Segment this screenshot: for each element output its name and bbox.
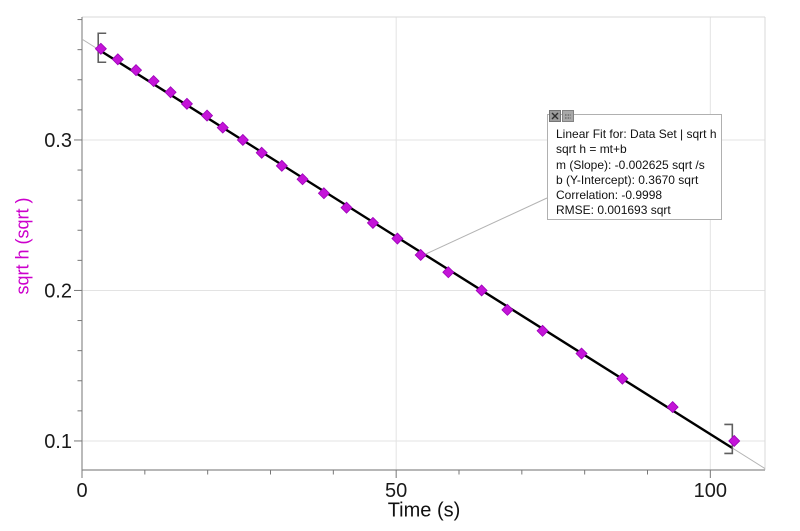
data-point[interactable] [236,133,249,147]
data-point[interactable] [616,372,629,385]
linear-fit-box[interactable]: Linear Fit for: Data Set | sqrt h sqrt h… [547,110,722,220]
data-point[interactable] [442,266,455,279]
y-tick-label: 0.2 [44,280,72,302]
data-point[interactable] [94,42,107,55]
data-point[interactable] [275,159,288,172]
data-point[interactable] [111,53,124,66]
data-point[interactable] [164,86,177,99]
data-point[interactable] [501,303,514,316]
data-point[interactable] [366,216,379,229]
data-point[interactable] [317,187,330,200]
data-point[interactable] [728,434,741,448]
fit-equation: sqrt h = mt+b [556,142,627,157]
data-point[interactable] [391,232,404,245]
data-point[interactable] [414,248,427,262]
x-tick-label: 0 [76,480,87,502]
y-axis-label[interactable]: sqrt h (sqrt ) [12,197,33,295]
fit-slope: m (Slope): -0.002625 sqrt /s [556,157,705,172]
fit-title: Linear Fit for: Data Set | sqrt h [556,127,717,141]
data-point[interactable] [255,146,268,159]
data-point[interactable] [575,347,588,360]
x-tick-label: 100 [694,480,727,502]
fit-correlation: Correlation: -0.9998 [556,188,663,203]
fit-rmse: RMSE: 0.001693 sqrt [556,203,671,218]
data-point[interactable] [666,401,679,414]
x-axis-label[interactable]: Time (s) [387,499,461,522]
fit-line[interactable] [99,49,733,450]
fit-intercept: b (Y-Intercept): 0.3670 sqrt [556,172,699,187]
y-tick-label: 0.3 [44,130,72,152]
data-point[interactable] [129,64,143,77]
fit-box-controls [549,110,574,122]
close-icon[interactable] [549,110,561,122]
data-point[interactable] [340,201,353,214]
data-point[interactable] [180,97,193,110]
data-point[interactable] [200,109,214,122]
data-point[interactable] [296,173,309,186]
data-point[interactable] [475,284,488,297]
x-tick-label: 50 [385,480,407,502]
data-point[interactable] [216,121,229,134]
dock-icon[interactable] [562,110,574,122]
data-point[interactable] [147,75,160,88]
data-point[interactable] [536,324,549,337]
y-tick-label: 0.1 [44,431,72,453]
callout-line [421,197,548,257]
